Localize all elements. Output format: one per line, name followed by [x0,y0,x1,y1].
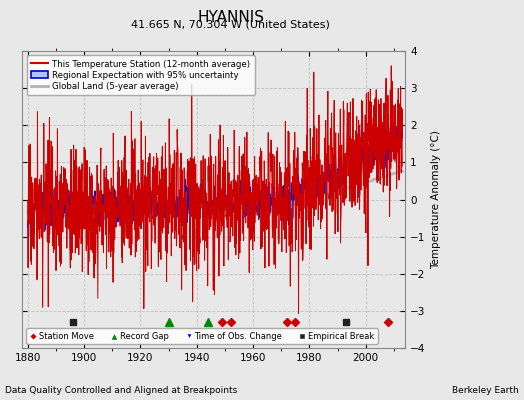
Legend: Station Move, Record Gap, Time of Obs. Change, Empirical Break: Station Move, Record Gap, Time of Obs. C… [26,328,378,344]
Y-axis label: Temperature Anomaly (°C): Temperature Anomaly (°C) [431,130,441,269]
Text: Data Quality Controlled and Aligned at Breakpoints: Data Quality Controlled and Aligned at B… [5,386,237,395]
Text: Berkeley Earth: Berkeley Earth [452,386,519,395]
Text: HYANNIS: HYANNIS [197,10,264,25]
Text: 41.665 N, 70.304 W (United States): 41.665 N, 70.304 W (United States) [131,19,330,29]
